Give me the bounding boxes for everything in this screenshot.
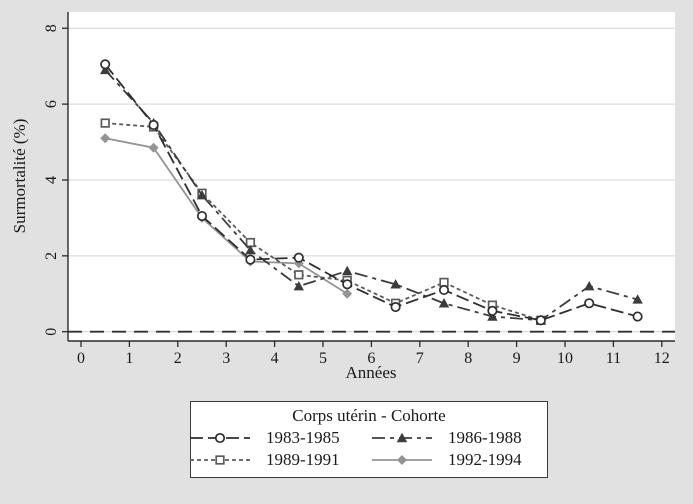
data-point-diamond	[148, 142, 159, 153]
data-point-triangle	[438, 298, 450, 308]
data-point-circle	[148, 119, 159, 131]
y-tick-label-8: 8	[43, 24, 60, 32]
legend-grid: 1983-1985 1986-1988 1989-1991 1992-1994	[188, 428, 550, 470]
legend-label-1983-1985: 1983-1985	[266, 428, 340, 447]
legend-sample-1989-1991	[190, 455, 250, 465]
y-axis-label: Surmortalité (%)	[10, 119, 29, 234]
data-point-triangle	[100, 64, 111, 75]
y-tick-label-2: 2	[43, 252, 60, 260]
data-series	[100, 59, 643, 326]
data-point-circle	[390, 301, 401, 313]
x-tick-label-4: 4	[271, 350, 279, 367]
x-tick-label-6: 6	[367, 350, 375, 367]
x-tick-label-2: 2	[174, 350, 182, 367]
series-line-1992-1994	[105, 137, 348, 295]
data-point-circle	[245, 254, 256, 265]
data-point-circle	[196, 210, 208, 222]
data-point-circle	[342, 279, 353, 290]
data-point-circle	[584, 298, 595, 309]
data-point-diamond	[342, 288, 353, 299]
gridlines	[68, 27, 675, 333]
x-tick-label-3: 3	[222, 350, 230, 367]
data-point-circle	[214, 432, 226, 444]
data-point-circle	[100, 59, 111, 70]
series-line-1989-1991	[105, 122, 542, 322]
series-1983-1985	[100, 59, 643, 326]
x-tick-label-5: 5	[319, 350, 327, 367]
legend-label-1992-1994: 1992-1994	[448, 450, 522, 469]
data-point-triangle	[293, 280, 304, 291]
y-tick-label-0: 0	[43, 328, 60, 336]
series-1986-1988	[100, 64, 643, 325]
data-point-square	[215, 455, 225, 465]
data-point-square	[100, 118, 110, 128]
data-point-triangle	[584, 280, 595, 291]
x-tick-label-8: 8	[464, 350, 472, 367]
legend-label-1986-1988: 1986-1988	[448, 428, 522, 447]
plot-background	[68, 12, 675, 341]
data-point-square	[294, 270, 304, 280]
data-point-circle	[487, 305, 498, 316]
legend-sample-1992-1994	[372, 455, 432, 465]
data-point-triangle	[487, 311, 498, 321]
data-point-circle	[535, 315, 546, 326]
x-tick-label-10: 10	[557, 350, 573, 367]
legend-sample-1986-1988	[372, 432, 432, 443]
x-axis-label: Années	[346, 363, 397, 382]
data-point-circle	[293, 252, 304, 263]
x-tick-label-11: 11	[606, 350, 621, 367]
data-point-diamond	[397, 455, 407, 465]
legend-title: Corps utérin - Cohorte	[292, 406, 446, 425]
data-point-circle	[438, 284, 450, 296]
data-point-diamond	[100, 133, 111, 144]
data-point-triangle	[396, 432, 408, 443]
plot-area	[68, 12, 675, 341]
x-tick-label-7: 7	[416, 350, 424, 367]
data-point-triangle	[245, 244, 256, 255]
legend-sample-1983-1985	[190, 432, 250, 444]
data-point-triangle	[390, 279, 401, 289]
y-tick-label-4: 4	[43, 176, 60, 184]
y-tick-label-6: 6	[43, 100, 60, 108]
x-tick-label-9: 9	[513, 350, 521, 367]
series-line-1983-1985	[104, 63, 638, 322]
legend-label-1989-1991: 1989-1991	[266, 450, 340, 469]
data-point-triangle	[342, 265, 353, 276]
x-tick-label-1: 1	[125, 350, 133, 367]
legend: Corps utérin - Cohorte 1983-1985 1986-198…	[190, 401, 548, 478]
data-point-triangle	[632, 294, 643, 304]
x-tick-label-0: 0	[77, 350, 85, 367]
data-point-circle	[632, 311, 643, 322]
data-point-triangle	[196, 189, 208, 200]
series-line-1986-1988	[104, 69, 638, 322]
x-tick-label-12: 12	[654, 350, 670, 367]
